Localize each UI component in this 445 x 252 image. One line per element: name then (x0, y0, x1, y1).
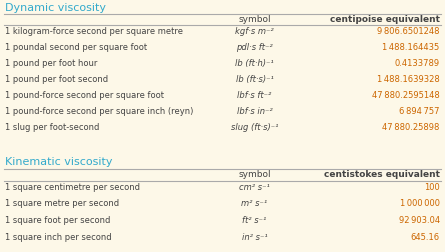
Text: 1 pound per foot hour: 1 pound per foot hour (5, 59, 98, 68)
Text: 1 square metre per second: 1 square metre per second (5, 200, 119, 208)
Text: 1 pound-force second per square inch (reyn): 1 pound-force second per square inch (re… (5, 107, 194, 116)
Text: lbf·s in⁻²: lbf·s in⁻² (237, 107, 272, 116)
Text: 92 903.04: 92 903.04 (399, 216, 440, 225)
Text: in² s⁻¹: in² s⁻¹ (242, 233, 267, 241)
Text: 100: 100 (424, 183, 440, 192)
Text: centipoise equivalent: centipoise equivalent (330, 15, 440, 24)
Text: cm² s⁻¹: cm² s⁻¹ (239, 183, 270, 192)
Text: 0.4133789: 0.4133789 (395, 59, 440, 68)
Text: symbol: symbol (238, 170, 271, 179)
Text: 47 880.25898: 47 880.25898 (382, 123, 440, 132)
Text: 1 square inch per second: 1 square inch per second (5, 233, 112, 241)
Text: lb (ft·s)⁻¹: lb (ft·s)⁻¹ (235, 75, 274, 84)
Text: 1 square foot per second: 1 square foot per second (5, 216, 111, 225)
Text: kgf·s m⁻²: kgf·s m⁻² (235, 27, 274, 36)
Text: slug (ft·s)⁻¹: slug (ft·s)⁻¹ (231, 123, 278, 132)
Text: Dynamic viscosity: Dynamic viscosity (5, 3, 106, 13)
Text: symbol: symbol (238, 15, 271, 24)
Text: 47 880.2595148: 47 880.2595148 (372, 91, 440, 100)
Text: 1 pound per foot second: 1 pound per foot second (5, 75, 109, 84)
Text: 1 poundal second per square foot: 1 poundal second per square foot (5, 43, 147, 52)
Text: 1 kilogram-force second per square metre: 1 kilogram-force second per square metre (5, 27, 183, 36)
Text: ft² s⁻¹: ft² s⁻¹ (243, 216, 267, 225)
Text: 1 square centimetre per second: 1 square centimetre per second (5, 183, 140, 192)
Text: lbf·s ft⁻²: lbf·s ft⁻² (237, 91, 272, 100)
Text: 645.16: 645.16 (411, 233, 440, 241)
Text: 1 pound-force second per square foot: 1 pound-force second per square foot (5, 91, 164, 100)
Text: lb (ft·h)⁻¹: lb (ft·h)⁻¹ (235, 59, 274, 68)
Text: 1 000 000: 1 000 000 (400, 200, 440, 208)
Text: 1 488.1639328: 1 488.1639328 (377, 75, 440, 84)
Text: 9 806.6501248: 9 806.6501248 (377, 27, 440, 36)
Text: 1 slug per foot-second: 1 slug per foot-second (5, 123, 100, 132)
Text: 6 894 757: 6 894 757 (399, 107, 440, 116)
Text: m² s⁻¹: m² s⁻¹ (242, 200, 267, 208)
Text: pdl·s ft⁻²: pdl·s ft⁻² (236, 43, 273, 52)
Text: Kinematic viscosity: Kinematic viscosity (5, 157, 113, 167)
Text: centistokes equivalent: centistokes equivalent (324, 170, 440, 179)
Text: 1 488.164435: 1 488.164435 (382, 43, 440, 52)
